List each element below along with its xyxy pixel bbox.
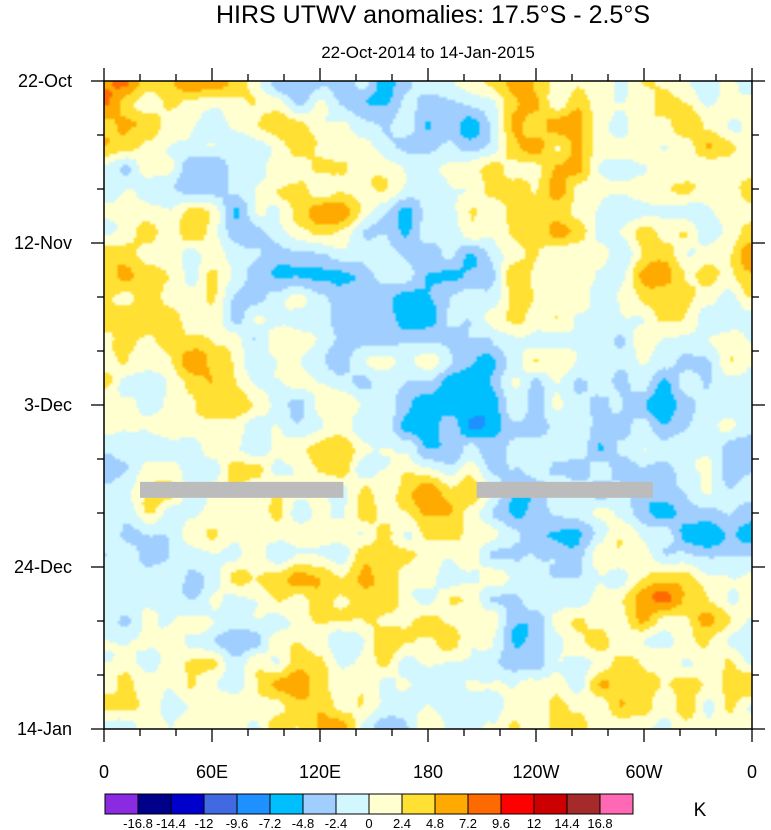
colorbar: -16.8 -14.4 -12 -9.6 -7.2 -4.8 -2.4 0 2.4 4.8 7.2 9… (104, 793, 634, 830)
colorbar-level-label: -9.6 (226, 816, 248, 830)
colorbar-level-label: 2.4 (393, 816, 411, 830)
colorbar-swatch (368, 793, 403, 815)
chart-title: HIRS UTWV anomalies: 17.5°S - 2.5°S (216, 1, 650, 29)
y-tick-label: 3-Dec (24, 395, 72, 415)
y-tick-label: 14-Jan (17, 719, 72, 739)
colorbar-unit-label: K (694, 800, 707, 821)
colorbar-swatch (533, 793, 568, 815)
colorbar-swatch (269, 793, 304, 815)
colorbar-swatch (236, 793, 271, 815)
colorbar-swatch (170, 793, 205, 815)
x-axis: 0 60E 120E 180 120W 60W 0 (99, 68, 757, 782)
x-tick-label: 120W (512, 762, 559, 782)
colorbar-level-label: -16.8 (123, 816, 153, 830)
missing-data-bars (140, 481, 653, 498)
colorbar-level-label: 0 (365, 816, 372, 830)
colorbar-swatch (401, 793, 436, 815)
y-tick-label: 12-Nov (14, 233, 72, 253)
x-tick-label: 180 (413, 762, 443, 782)
colorbar-level-label: 12 (527, 816, 541, 830)
x-tick-label: 60E (196, 762, 228, 782)
y-tick-label: 22-Oct (18, 71, 72, 91)
colorbar-swatch (203, 793, 238, 815)
colorbar-level-label: 4.8 (426, 816, 444, 830)
missing-data-bar (140, 481, 344, 498)
y-axis: 22-Oct 12-Nov 3-Dec 24-Dec 14-Jan (14, 71, 765, 739)
colorbar-level-label: -12 (195, 816, 214, 830)
colorbar-swatch (467, 793, 502, 815)
colorbar-level-label: 7.2 (459, 816, 477, 830)
plot-area (104, 81, 752, 729)
x-tick-label: 60W (625, 762, 662, 782)
colorbar-swatch (599, 793, 634, 815)
anomaly-field (104, 81, 752, 729)
x-tick-label: 0 (99, 762, 109, 782)
y-tick-label: 24-Dec (14, 557, 72, 577)
missing-data-bar (476, 481, 653, 498)
colorbar-swatch (566, 793, 601, 815)
colorbar-swatch (104, 793, 139, 815)
colorbar-swatch (137, 793, 172, 815)
colorbar-swatch (302, 793, 337, 815)
colorbar-level-label: 9.6 (492, 816, 510, 830)
colorbar-level-label: 14.4 (554, 816, 579, 830)
colorbar-level-label: -14.4 (156, 816, 186, 830)
x-tick-label: 0 (747, 762, 757, 782)
colorbar-level-label: -7.2 (259, 816, 281, 830)
colorbar-level-label: 16.8 (587, 816, 612, 830)
x-tick-label: 120E (299, 762, 341, 782)
colorbar-level-label: -2.4 (325, 816, 347, 830)
colorbar-swatch (434, 793, 469, 815)
chart-subtitle: 22-Oct-2014 to 14-Jan-2015 (321, 43, 535, 62)
colorbar-level-label: -4.8 (292, 816, 314, 830)
colorbar-swatch (335, 793, 370, 815)
colorbar-swatch (500, 793, 535, 815)
